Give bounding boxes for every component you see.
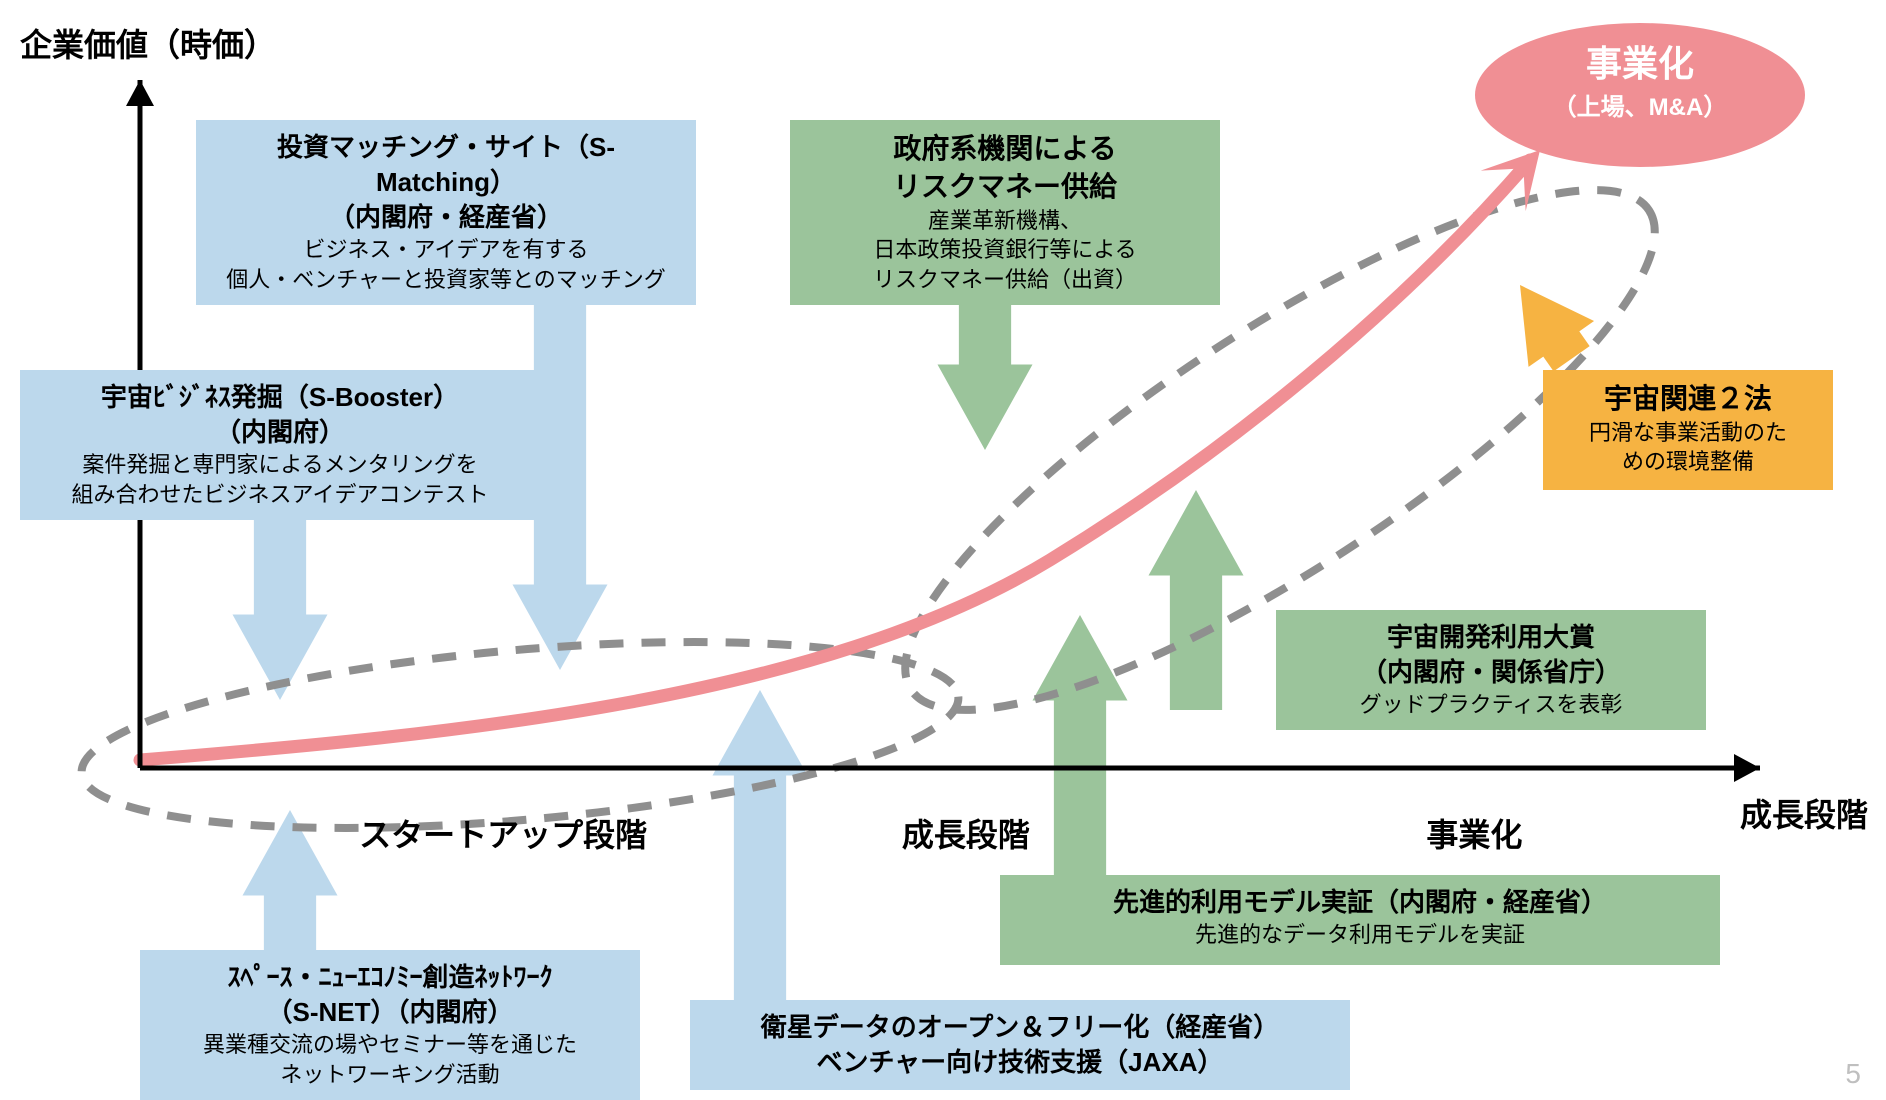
box-award: 宇宙開発利用大賞（内閣府・関係省庁）グッドプラクティスを表彰 bbox=[1276, 610, 1706, 730]
box-open-data: 衛星データのオープン＆フリー化（経産省）ベンチャー向け技術支援（JAXA） bbox=[690, 1000, 1350, 1090]
goal-badge: 事業化（上場、M&A） bbox=[1475, 35, 1805, 122]
box-title: ｽﾍﾟｰｽ・ﾆｭｰｴｺﾉﾐｰ創造ﾈｯﾄﾜｰｸ（S-NET）（内閣府） bbox=[154, 960, 626, 1030]
xtick-startup: スタートアップ段階 bbox=[359, 810, 647, 856]
box-title: 投資マッチング・サイト（S-Matching）（内閣府・経産省） bbox=[210, 130, 682, 235]
box-smatching: 投資マッチング・サイト（S-Matching）（内閣府・経産省）ビジネス・アイデ… bbox=[196, 120, 696, 305]
box-snet: ｽﾍﾟｰｽ・ﾆｭｰｴｺﾉﾐｰ創造ﾈｯﾄﾜｰｸ（S-NET）（内閣府）異業種交流の… bbox=[140, 950, 640, 1100]
box-sbooster: 宇宙ﾋﾞｼﾞﾈｽ発掘（S-Booster）（内閣府）案件発掘と専門家によるメンタ… bbox=[20, 370, 540, 520]
box-title: 宇宙ﾋﾞｼﾞﾈｽ発掘（S-Booster）（内閣府） bbox=[34, 380, 526, 450]
box-subtitle: 産業革新機構、日本政策投資銀行等によるリスクマネー供給（出資） bbox=[804, 206, 1206, 295]
goal-title: 事業化 bbox=[1475, 35, 1805, 87]
box-title: 宇宙関連２法 bbox=[1557, 380, 1819, 418]
box-advanced-model: 先進的利用モデル実証（内閣府・経産省）先進的なデータ利用モデルを実証 bbox=[1000, 875, 1720, 965]
box-subtitle: 異業種交流の場やセミナー等を通じたネットワーキング活動 bbox=[154, 1030, 626, 1089]
box-risk-money: 政府系機関によるリスクマネー供給産業革新機構、日本政策投資銀行等によるリスクマネ… bbox=[790, 120, 1220, 305]
diagram-stage: 企業価値（時価） 成長段階 スタートアップ段階 成長段階 事業化 投資マッチング… bbox=[0, 0, 1886, 1100]
box-two-laws: 宇宙関連２法円滑な事業活動のための環境整備 bbox=[1543, 370, 1833, 490]
box-subtitle: 案件発掘と専門家によるメンタリングを組み合わせたビジネスアイデアコンテスト bbox=[34, 450, 526, 509]
box-subtitle: 先進的なデータ利用モデルを実証 bbox=[1014, 920, 1706, 950]
x-axis-label: 成長段階 bbox=[1740, 790, 1868, 836]
xtick-growth: 成長段階 bbox=[902, 810, 1030, 856]
y-axis-label: 企業価値（時価） bbox=[20, 20, 276, 66]
goal-subtitle: （上場、M&A） bbox=[1475, 87, 1805, 122]
box-subtitle: ビジネス・アイデアを有する個人・ベンチャーと投資家等とのマッチング bbox=[210, 235, 682, 294]
box-subtitle: グッドプラクティスを表彰 bbox=[1290, 690, 1692, 720]
box-title: 衛星データのオープン＆フリー化（経産省）ベンチャー向け技術支援（JAXA） bbox=[704, 1010, 1336, 1080]
page-number: 5 bbox=[1845, 1058, 1861, 1090]
xtick-commercial: 事業化 bbox=[1426, 810, 1522, 856]
box-title: 宇宙開発利用大賞（内閣府・関係省庁） bbox=[1290, 620, 1692, 690]
box-title: 先進的利用モデル実証（内閣府・経産省） bbox=[1014, 885, 1706, 920]
box-subtitle: 円滑な事業活動のための環境整備 bbox=[1557, 418, 1819, 477]
box-title: 政府系機関によるリスクマネー供給 bbox=[804, 130, 1206, 206]
